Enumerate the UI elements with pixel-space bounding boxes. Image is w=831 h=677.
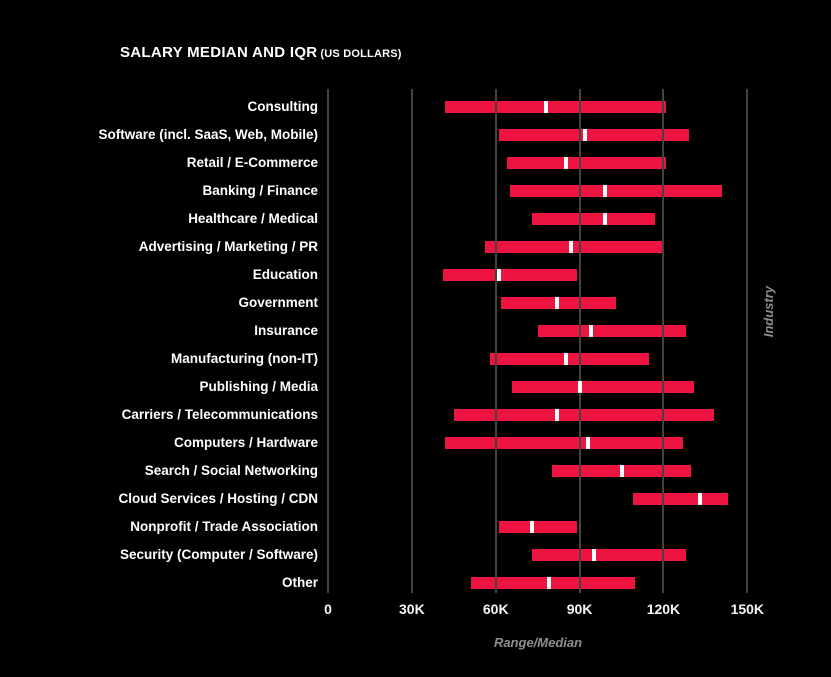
y-axis-label-wrap: Industry bbox=[747, 89, 789, 534]
category-label: Nonprofit / Trade Association bbox=[130, 519, 318, 534]
x-tick-label: 30K bbox=[399, 601, 425, 617]
median-marker bbox=[697, 493, 702, 505]
median-marker bbox=[555, 297, 560, 309]
median-marker bbox=[496, 269, 501, 281]
category-label: Banking / Finance bbox=[202, 183, 318, 198]
category-label: Healthcare / Medical bbox=[188, 211, 318, 226]
category-label: Advertising / Marketing / PR bbox=[138, 239, 318, 254]
iqr-bar bbox=[470, 577, 636, 589]
gridline bbox=[327, 89, 329, 593]
category-label: Search / Social Networking bbox=[144, 463, 318, 478]
category-label: Publishing / Media bbox=[199, 379, 318, 394]
category-label: Other bbox=[281, 575, 318, 590]
category-label: Manufacturing (non-IT) bbox=[171, 351, 318, 366]
iqr-bar bbox=[632, 493, 728, 505]
category-labels: Consulting Software (incl. SaaS, Web, Mob… bbox=[0, 89, 318, 593]
iqr-bar bbox=[532, 549, 686, 561]
iqr-bar bbox=[537, 325, 686, 337]
iqr-bar bbox=[445, 101, 667, 113]
median-marker bbox=[546, 577, 551, 589]
iqr-bar bbox=[509, 185, 723, 197]
median-marker bbox=[591, 549, 596, 561]
chart-title: SALARY MEDIAN AND IQR (US DOLLARS) bbox=[120, 44, 402, 61]
iqr-bar bbox=[506, 157, 667, 169]
category-label: Security (Computer / Software) bbox=[119, 547, 318, 562]
median-marker bbox=[585, 437, 590, 449]
x-axis-ticks: 0 30K 60K 90K 120K 150K bbox=[0, 601, 831, 619]
x-tick-label: 150K bbox=[730, 601, 765, 617]
x-tick-label: 120K bbox=[646, 601, 681, 617]
median-marker bbox=[577, 381, 582, 393]
chart-title-sub: (US DOLLARS) bbox=[320, 48, 402, 60]
gridline bbox=[746, 89, 749, 593]
iqr-bar bbox=[442, 269, 577, 281]
iqr-bar bbox=[453, 409, 714, 421]
category-label: Cloud Services / Hosting / CDN bbox=[118, 491, 318, 506]
x-tick-label: 0 bbox=[324, 601, 332, 617]
iqr-bar bbox=[532, 213, 656, 225]
chart-title-main: SALARY MEDIAN AND IQR bbox=[120, 44, 318, 61]
plot-area bbox=[327, 89, 749, 593]
median-marker bbox=[530, 521, 535, 533]
x-tick-label: 90K bbox=[566, 601, 593, 617]
median-marker bbox=[563, 157, 568, 169]
iqr-bar bbox=[512, 381, 695, 393]
median-marker bbox=[563, 353, 568, 365]
iqr-bar bbox=[498, 521, 577, 533]
median-marker bbox=[583, 129, 588, 141]
median-marker bbox=[602, 185, 607, 197]
category-label: Computers / Hardware bbox=[173, 435, 318, 450]
iqr-bar bbox=[484, 241, 664, 253]
category-label: Government bbox=[238, 295, 318, 310]
y-axis-label: Industry bbox=[760, 285, 776, 338]
category-label: Consulting bbox=[247, 99, 319, 114]
x-axis-label: Range/Median bbox=[493, 635, 583, 650]
category-label: Software (incl. SaaS, Web, Mobile) bbox=[98, 127, 318, 142]
median-marker bbox=[588, 325, 593, 337]
category-label: Insurance bbox=[254, 323, 318, 338]
median-marker bbox=[619, 465, 624, 477]
category-label: Education bbox=[252, 267, 318, 282]
iqr-bar bbox=[445, 437, 683, 449]
median-marker bbox=[569, 241, 574, 253]
gridline bbox=[410, 89, 413, 593]
median-marker bbox=[555, 409, 560, 421]
x-tick-label: 60K bbox=[482, 601, 509, 617]
category-label: Retail / E-Commerce bbox=[186, 155, 318, 170]
category-label: Carriers / Telecommunications bbox=[121, 407, 318, 422]
median-marker bbox=[602, 213, 607, 225]
gridline bbox=[578, 89, 581, 593]
gridline bbox=[494, 89, 497, 593]
gridline bbox=[662, 89, 665, 593]
median-marker bbox=[544, 101, 549, 113]
iqr-bar bbox=[498, 129, 689, 141]
iqr-bar bbox=[490, 353, 650, 365]
